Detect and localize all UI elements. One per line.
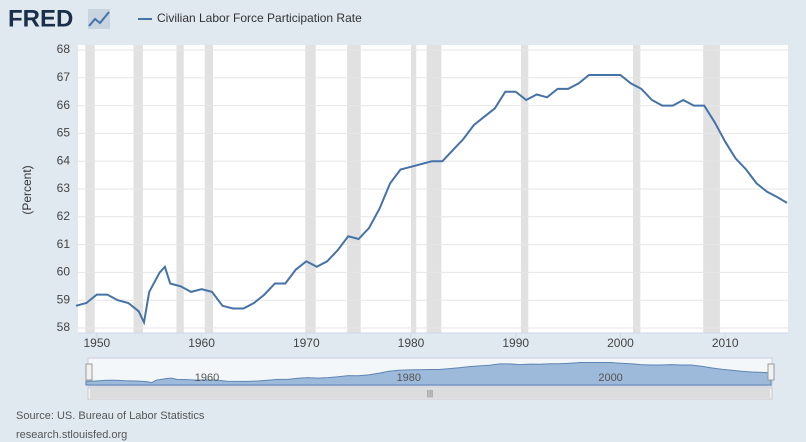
x-tick-label: 1980 <box>398 336 425 350</box>
navigator-tick-label: 1980 <box>397 372 421 384</box>
scrollbar-thumb[interactable] <box>90 389 770 398</box>
y-axis-label: (Percent) <box>20 165 34 214</box>
y-tick-label: 64 <box>57 153 71 167</box>
source: Source: US. Bureau of Labor Statistics <box>16 410 205 422</box>
y-tick-label: 58 <box>57 320 71 334</box>
navigator-area <box>85 362 772 386</box>
legend-label[interactable]: Civilian Labor Force Participation Rate <box>157 11 362 25</box>
y-tick-label: 66 <box>57 98 71 112</box>
y-tick-label: 59 <box>57 292 71 306</box>
x-tick-label: 1960 <box>188 336 215 350</box>
y-tick-label: 65 <box>57 126 71 140</box>
x-tick-label: 2010 <box>712 336 739 350</box>
x-tick-label: 1950 <box>83 336 110 350</box>
nav-handle-right[interactable] <box>767 363 775 381</box>
y-tick-label: 60 <box>57 265 71 279</box>
x-tick-label: 1970 <box>293 336 320 350</box>
y-tick-label: 62 <box>57 209 71 223</box>
navigator-tick-label: 2000 <box>598 372 622 384</box>
nav-handle-left[interactable] <box>85 363 93 381</box>
site: research.stlouisfed.org <box>16 429 127 441</box>
y-tick-label: 61 <box>57 237 71 251</box>
y-tick-label: 67 <box>57 70 71 84</box>
logo-icon <box>88 9 110 29</box>
series-line <box>75 74 788 326</box>
y-tick-label: 68 <box>57 42 71 56</box>
x-tick-label: 2000 <box>607 336 634 350</box>
y-tick-label: 63 <box>57 181 71 195</box>
brand-logo: FRED <box>8 5 73 32</box>
scrollbar-grip: ||| <box>427 389 433 398</box>
navigator-tick-label: 1960 <box>195 372 219 384</box>
x-tick-label: 1990 <box>502 336 529 350</box>
